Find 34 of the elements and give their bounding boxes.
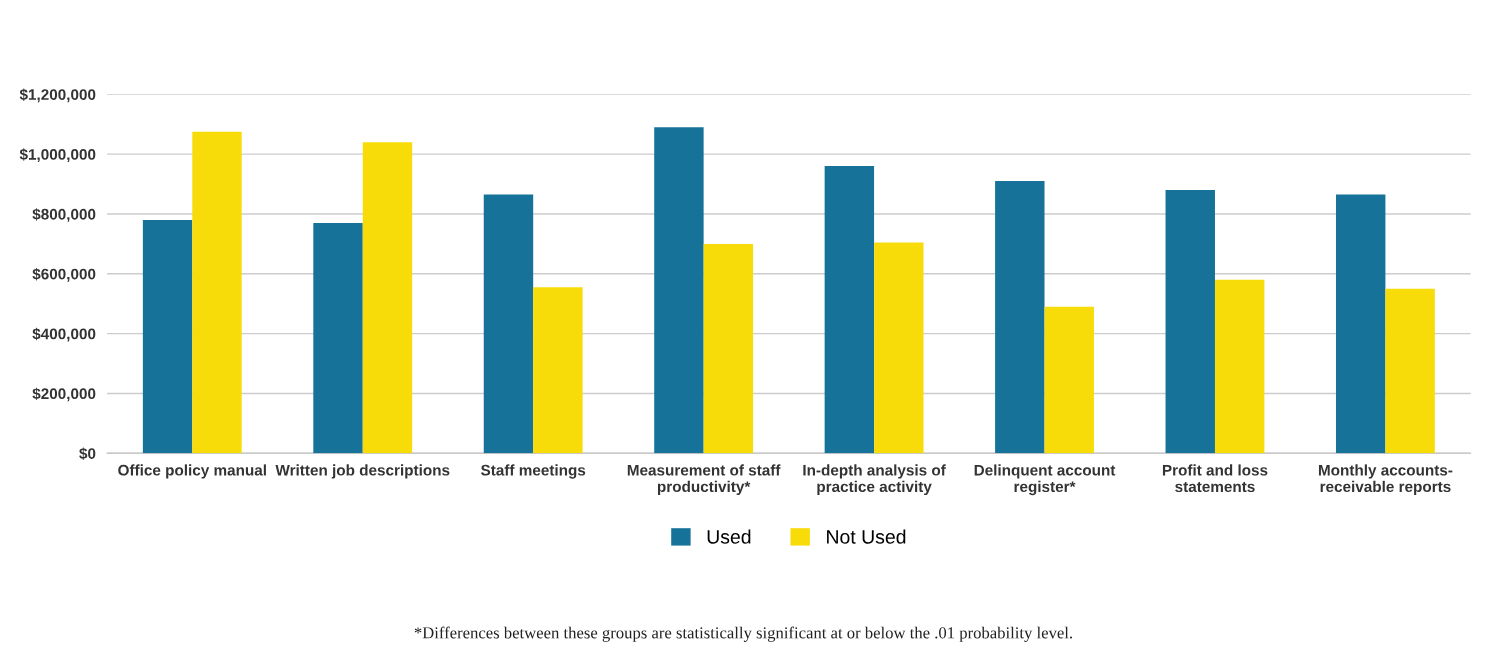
bar <box>142 219 193 454</box>
x-tick-label: Written job descriptions <box>275 464 450 479</box>
bar <box>824 166 875 454</box>
x-tick-label: Profit and loss statements <box>1162 464 1268 493</box>
y-tick-label: $1,200,000 <box>19 88 96 103</box>
y-tick-label: $400,000 <box>32 327 96 342</box>
bar <box>192 131 242 454</box>
legend-label: Used <box>707 529 751 544</box>
bar <box>483 194 534 454</box>
x-tick-label: Delinquent account register* <box>974 464 1116 496</box>
bar <box>874 242 924 454</box>
y-tick-label: $0 <box>79 447 96 460</box>
bar <box>1385 288 1435 454</box>
y-tick-label: $1,000,000 <box>19 148 96 163</box>
bar <box>654 127 704 454</box>
bar <box>313 222 363 454</box>
y-tick-label: $600,000 <box>32 267 96 282</box>
text: *Differences between these groups are statistically significant at or below the .01 probability level. <box>414 626 1072 642</box>
bar <box>1044 306 1094 454</box>
bar <box>703 243 754 454</box>
x-tick-label: Staff meetings <box>480 464 586 479</box>
x-tick-label: In-depth analysis of practice activity <box>803 464 946 496</box>
y-tick-label: $800,000 <box>32 208 96 222</box>
bar <box>1165 190 1215 454</box>
x-tick-label: Measurement of staff productivity* <box>627 464 781 496</box>
bar <box>533 287 583 454</box>
bar <box>995 181 1045 454</box>
x-tick-label: Monthly accounts- receivable reports <box>1318 464 1453 496</box>
bar <box>1214 279 1265 454</box>
x-tick-label: Office policy manual <box>118 464 266 479</box>
y-tick-label: $200,000 <box>32 387 96 402</box>
bar <box>362 142 413 454</box>
bar <box>1335 194 1386 454</box>
legend-label: Not Used <box>827 529 906 544</box>
